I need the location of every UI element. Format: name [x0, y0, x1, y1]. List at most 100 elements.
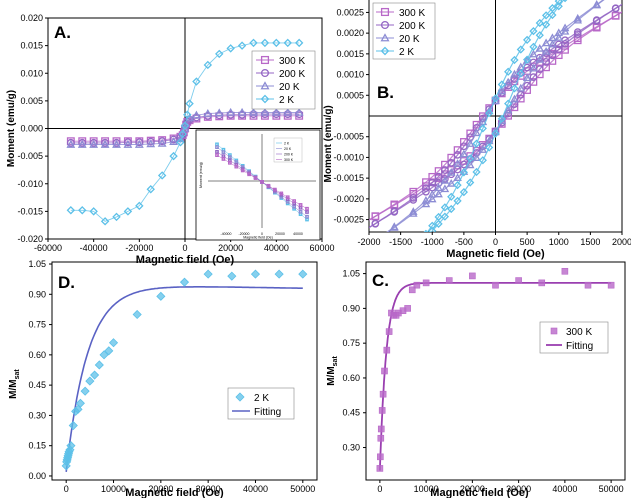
data-point: [371, 212, 380, 220]
inset-x-tick-label: 0: [261, 232, 263, 236]
y-tick-label: 0.60: [28, 350, 46, 360]
series-line-2K: [70, 42, 300, 222]
inset: -40000 -20000 0 20000 40000 Magnetic field (O…: [195, 129, 321, 241]
legend-marker: [260, 68, 270, 78]
data-point: [250, 269, 261, 279]
y-tick-label: 0.90: [28, 289, 46, 299]
inset-data-point: [266, 183, 271, 188]
data-point: [478, 145, 488, 153]
data-point: [441, 175, 449, 183]
data-point: [447, 158, 456, 167]
data-point: [478, 124, 487, 133]
x-tick-label: -60000: [34, 243, 62, 253]
data-point: [548, 33, 557, 42]
data-point: [158, 137, 167, 146]
data-point: [447, 204, 456, 214]
data-point: [391, 266, 397, 272]
data-point: [80, 386, 90, 396]
x-tick-label: 60000: [309, 243, 334, 253]
x-tick-label: 20000: [218, 243, 243, 253]
legend: 300 K 200 K 20 K 2 K: [251, 50, 316, 110]
y-axis-label: Moment (emu/g): [6, 90, 17, 167]
data-point: [478, 156, 487, 165]
data-point: [215, 49, 224, 59]
data-point: [427, 194, 437, 203]
y-tick-label: 1.05: [342, 269, 360, 279]
y-tick-label: 0.010: [20, 68, 43, 78]
legend-label: 2 K: [399, 47, 414, 58]
data-point: [472, 128, 481, 137]
data-point: [422, 184, 430, 192]
data-point: [465, 139, 475, 147]
data-point: [497, 114, 506, 123]
data-point: [611, 11, 620, 20]
data-point: [389, 222, 399, 231]
data-point: [123, 139, 133, 148]
y-tick-label: 0.00: [28, 471, 46, 481]
data-point: [554, 40, 563, 49]
data-point: [529, 42, 538, 51]
x-tick-label: -1000: [421, 237, 444, 247]
data-point: [176, 138, 185, 147]
data-point: [157, 171, 167, 180]
data-point: [203, 108, 213, 117]
data-point: [408, 286, 416, 294]
data-point: [516, 69, 525, 78]
data-point: [410, 248, 416, 254]
data-point: [413, 281, 421, 289]
data-point: [226, 107, 236, 116]
data-point: [85, 376, 95, 386]
legend-label: 200 K: [279, 69, 305, 80]
legend-label: 2 K: [279, 95, 294, 106]
inset-legend-label: 2 K: [284, 141, 290, 145]
data-point: [101, 138, 110, 147]
inset-x-tick-label: 20000: [275, 232, 285, 236]
data-point: [573, 28, 582, 36]
data-point: [516, 45, 525, 54]
inset-data-point: [215, 153, 219, 157]
data-point: [510, 55, 519, 65]
data-point: [422, 279, 430, 287]
y-tick-label: 0.0025: [336, 7, 364, 17]
data-point: [548, 3, 557, 13]
data-point: [548, 10, 557, 20]
data-point: [421, 196, 431, 204]
data-point: [298, 269, 308, 279]
panel-a: -60000 -40000 -20000 0 20000 40000 60000 -0.020…: [6, 13, 335, 266]
data-point: [104, 346, 114, 356]
data-point: [294, 107, 304, 116]
x-tick-label: 40000: [552, 484, 577, 494]
data-point: [294, 38, 304, 48]
x-tick-label: 0: [64, 484, 69, 494]
data-point: [249, 38, 258, 48]
data-point: [453, 173, 462, 181]
data-point: [371, 219, 380, 228]
y-tick-label: -0.0020: [333, 194, 364, 204]
data-point: [156, 291, 166, 301]
data-point: [503, 105, 513, 114]
x-tick-label: 10000: [101, 484, 126, 494]
data-point: [90, 370, 100, 380]
legend: 2 K Fitting: [227, 387, 295, 420]
data-point: [497, 86, 507, 95]
data-point: [180, 121, 190, 130]
data-point: [100, 217, 110, 226]
legend-label: Fitting: [566, 341, 593, 352]
data-point: [404, 305, 411, 312]
inset-legend-label: 200 K: [284, 152, 294, 156]
x-axis-label: Magnetic field (Oe): [125, 487, 224, 498]
legend-marker: [380, 46, 390, 56]
data-point: [381, 367, 388, 375]
data-point: [409, 194, 418, 202]
legend-label: 20 K: [279, 82, 300, 93]
data-point: [504, 99, 513, 108]
data-point: [385, 328, 393, 335]
data-point: [146, 185, 155, 194]
data-point: [192, 110, 201, 119]
data-point: [146, 139, 156, 148]
data-point: [134, 139, 144, 148]
y-axis-label: M/Msat: [8, 369, 21, 399]
data-point: [447, 192, 456, 201]
y-tick-label: 0.90: [342, 303, 360, 313]
